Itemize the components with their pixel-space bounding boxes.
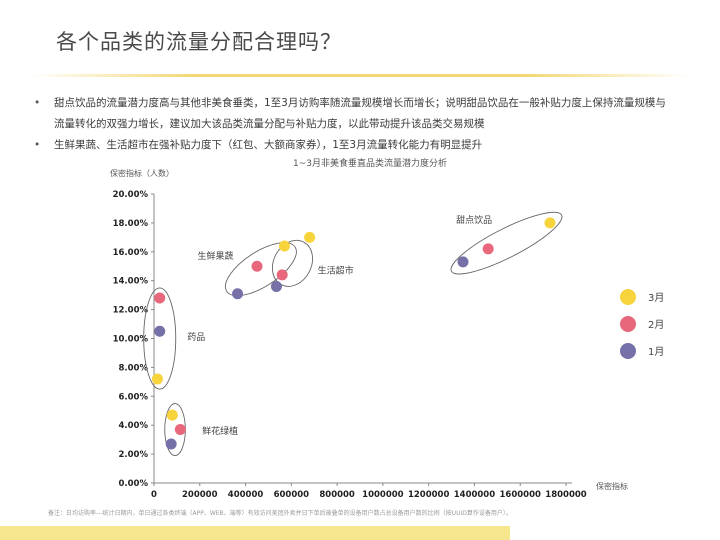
x-axis-label: 保密指标 bbox=[596, 481, 628, 491]
x-tick-label: 1600000 bbox=[500, 490, 541, 500]
legend-swatch-february bbox=[620, 315, 636, 332]
footer-bar bbox=[0, 526, 510, 540]
legend-swatch-january bbox=[620, 342, 636, 359]
data-point bbox=[165, 438, 177, 450]
legend-label: 3月 bbox=[648, 293, 665, 304]
y-tick-label: 6.00% bbox=[119, 392, 149, 402]
group-ellipse bbox=[450, 211, 563, 275]
y-tick-label: 18.00% bbox=[113, 219, 149, 229]
y-tick-label: 14.00% bbox=[113, 277, 149, 287]
legend-item: 3月 bbox=[620, 283, 664, 310]
data-point bbox=[251, 260, 263, 272]
legend-label: 2月 bbox=[648, 320, 665, 331]
legend-item: 1月 bbox=[620, 337, 664, 364]
data-point bbox=[482, 243, 494, 255]
data-point bbox=[276, 269, 288, 281]
chart-title: 1~3月非美食垂直品类流量潜力度分析 bbox=[293, 159, 447, 169]
legend-item: 2月 bbox=[620, 310, 664, 337]
x-tick-label: 1000000 bbox=[362, 490, 403, 500]
y-tick-label: 12.00% bbox=[113, 306, 149, 316]
x-tick-label: 400000 bbox=[228, 490, 264, 500]
x-tick-label: 1800000 bbox=[545, 490, 586, 500]
title-divider bbox=[30, 74, 690, 77]
footnote: 备注：日均访购率---统计日期内，单日通过各类终端（APP、WEB、端等）有效访… bbox=[48, 510, 512, 517]
y-tick-label: 16.00% bbox=[113, 248, 149, 258]
data-point bbox=[270, 280, 282, 292]
y-tick-label: 0.00% bbox=[119, 479, 149, 489]
bullet-item: 生鲜果蔬、生活超市在强补贴力度下（红包、大额商家券），1至3月流量转化能力有明显… bbox=[34, 135, 674, 156]
y-tick-label: 8.00% bbox=[119, 363, 149, 373]
bullet-list: 甜点饮品的流量潜力度高与其他非美食垂类，1至3月访购率随流量规模增长而增长；说明… bbox=[34, 93, 674, 156]
y-tick-label: 10.00% bbox=[113, 335, 149, 345]
chart-legend: 3月 2月 1月 bbox=[620, 283, 664, 364]
y-tick-label: 20.00% bbox=[113, 190, 149, 200]
group-ellipse bbox=[224, 242, 297, 297]
bullet-item: 甜点饮品的流量潜力度高与其他非美食垂类，1至3月访购率随流量规模增长而增长；说明… bbox=[34, 93, 674, 135]
legend-label: 1月 bbox=[648, 347, 665, 358]
group-ellipse bbox=[143, 287, 177, 390]
legend-swatch-march bbox=[620, 288, 636, 305]
x-tick-label: 800000 bbox=[319, 490, 355, 500]
x-tick-label: 0 bbox=[151, 490, 157, 500]
group-label: 生鲜果蔬 bbox=[197, 250, 233, 262]
data-point bbox=[154, 292, 166, 304]
data-point bbox=[544, 217, 556, 229]
data-point bbox=[304, 231, 316, 243]
group-label: 生活超市 bbox=[318, 264, 354, 276]
x-tick-label: 600000 bbox=[274, 490, 310, 500]
group-label: 甜点饮品 bbox=[456, 214, 492, 226]
data-point bbox=[151, 373, 163, 385]
group-label: 药品 bbox=[187, 332, 205, 343]
data-point bbox=[166, 409, 178, 421]
x-tick-label: 200000 bbox=[182, 490, 218, 500]
data-point bbox=[232, 288, 244, 300]
data-point bbox=[278, 240, 290, 252]
x-tick-label: 1400000 bbox=[454, 490, 495, 500]
y-tick-label: 2.00% bbox=[119, 450, 149, 460]
data-point bbox=[174, 424, 186, 436]
y-tick-label: 4.00% bbox=[119, 421, 149, 431]
data-point bbox=[154, 325, 166, 337]
group-label: 鲜花绿植 bbox=[202, 425, 238, 437]
y-axis-label: 保密指标（人数） bbox=[110, 168, 174, 178]
page-title: 各个品类的流量分配合理吗？ bbox=[56, 30, 342, 54]
x-tick-label: 1200000 bbox=[408, 490, 449, 500]
data-point bbox=[457, 256, 469, 268]
